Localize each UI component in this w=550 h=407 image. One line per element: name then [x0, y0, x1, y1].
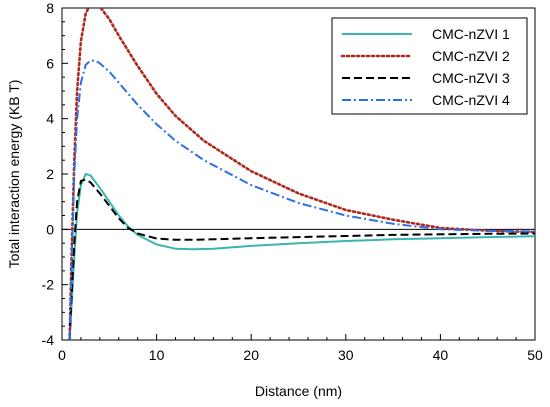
x-tick-label: 40 — [433, 347, 449, 363]
legend-label-3: CMC-nZVI 3 — [432, 70, 510, 86]
y-tick-label: 4 — [46, 111, 54, 127]
legend-label-1: CMC-nZVI 1 — [432, 26, 510, 42]
x-axis-title: Distance (nm) — [255, 383, 342, 399]
y-tick-label: -2 — [42, 277, 55, 293]
series-line-2 — [68, 8, 535, 340]
x-tick-label: 10 — [149, 347, 165, 363]
series-line-1 — [68, 173, 535, 340]
x-tick-label: 50 — [527, 347, 543, 363]
x-tick-label: 30 — [338, 347, 354, 363]
series-line-4 — [68, 59, 535, 340]
y-tick-label: 8 — [46, 0, 54, 16]
legend: CMC-nZVI 1 CMC-nZVI 2 CMC-nZVI 3 CMC-nZVI 4 — [331, 17, 528, 115]
y-tick-label: -4 — [42, 332, 55, 348]
y-tick-label: 0 — [46, 221, 54, 237]
plot-area: 0 10 20 30 40 50 -4 -2 0 2 4 6 8 — [42, 0, 543, 363]
ticks-layer: 0 10 20 30 40 50 -4 -2 0 2 4 6 8 — [42, 0, 543, 363]
legend-label-2: CMC-nZVI 2 — [432, 48, 510, 64]
x-tick-label: 0 — [58, 347, 66, 363]
series-layer — [68, 8, 535, 340]
y-tick-label: 2 — [46, 166, 54, 182]
legend-label-4: CMC-nZVI 4 — [432, 92, 510, 108]
y-axis-title: Total interaction energy (KB T) — [6, 80, 22, 269]
x-tick-label: 20 — [243, 347, 259, 363]
series-line-3 — [68, 178, 535, 340]
y-tick-label: 6 — [46, 55, 54, 71]
